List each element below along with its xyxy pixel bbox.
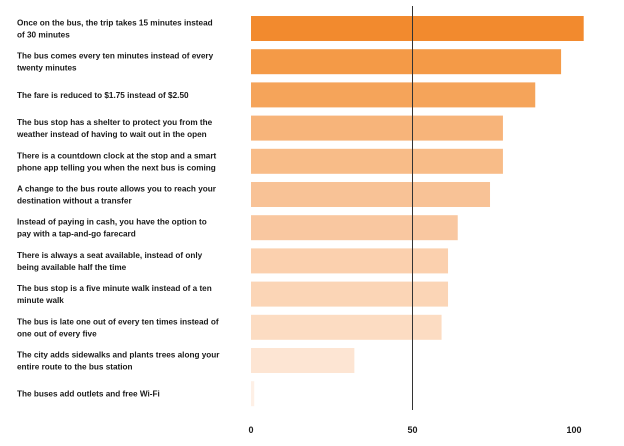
category-label: The bus stop has a shelter to protect yo… [16, 118, 213, 139]
category-label: The buses add outlets and free Wi-Fi [17, 390, 160, 399]
bar [251, 348, 355, 373]
category-label-line: one out of every five [17, 329, 97, 338]
bar [251, 82, 536, 108]
category-label: The fare is reduced to $1.75 instead of … [17, 91, 189, 100]
bar [251, 215, 458, 241]
category-label-line: destination without a transfer [17, 197, 132, 206]
category-labels: Once on the bus, the trip takes 15 minut… [16, 19, 220, 399]
category-label-line: Once on the bus, the trip takes 15 minut… [17, 19, 213, 28]
category-label-line: The city adds sidewalks and plants trees… [17, 351, 220, 360]
category-label-line: The bus stop has a shelter to protect yo… [17, 118, 213, 127]
x-tick-label: 100 [566, 425, 581, 435]
x-tick-label: 0 [248, 425, 253, 435]
x-axis-ticks: 0 50 100 [248, 425, 581, 435]
category-label-line: The bus stop is a five minute walk inste… [17, 284, 212, 293]
category-label-line: minute walk [17, 296, 64, 305]
category-label: The city adds sidewalks and plants trees… [17, 351, 220, 372]
category-label-line: The bus is late one out of every ten tim… [17, 317, 219, 326]
bar [251, 148, 503, 174]
category-label-line: There is always a seat available, instea… [17, 251, 203, 260]
category-label: The bus stop is a five minute walk inste… [17, 284, 212, 305]
category-label: There is a countdown clock at the stop a… [17, 151, 217, 172]
category-label-line: phone app telling you when the next bus … [17, 163, 216, 172]
bar [251, 381, 255, 407]
category-label-line: The bus comes every ten minutes instead … [17, 52, 214, 61]
category-label-line: being available half the time [17, 263, 127, 272]
category-label-line: pay with a tap-and-go farecard [17, 230, 136, 239]
bars [251, 16, 584, 407]
category-label-line: weather instead of having to wait out in… [16, 130, 207, 139]
bar [251, 49, 562, 75]
category-label: The bus is late one out of every ten tim… [17, 317, 219, 338]
category-label: A change to the bus route allows you to … [17, 185, 217, 206]
category-label: There is always a seat available, instea… [17, 251, 203, 272]
bar [251, 115, 503, 141]
bar [251, 182, 491, 207]
category-label: Instead of paying in cash, you have the … [17, 218, 207, 239]
category-label-line: A change to the bus route allows you to … [17, 185, 217, 194]
bar [251, 16, 584, 41]
category-label-line: The buses add outlets and free Wi-Fi [17, 390, 160, 399]
category-label: The bus comes every ten minutes instead … [17, 52, 214, 73]
category-label-line: There is a countdown clock at the stop a… [17, 151, 217, 160]
category-label-line: Instead of paying in cash, you have the … [17, 218, 207, 227]
category-label-line: of 30 minutes [17, 31, 70, 40]
category-label-line: entire route to the bus station [17, 363, 133, 372]
bar [251, 248, 449, 274]
category-label: Once on the bus, the trip takes 15 minut… [17, 19, 213, 40]
category-label-line: The fare is reduced to $1.75 instead of … [17, 91, 189, 100]
bar [251, 314, 442, 340]
x-tick-label: 50 [407, 425, 417, 435]
category-label-line: twenty minutes [17, 64, 77, 73]
bar [251, 281, 449, 307]
